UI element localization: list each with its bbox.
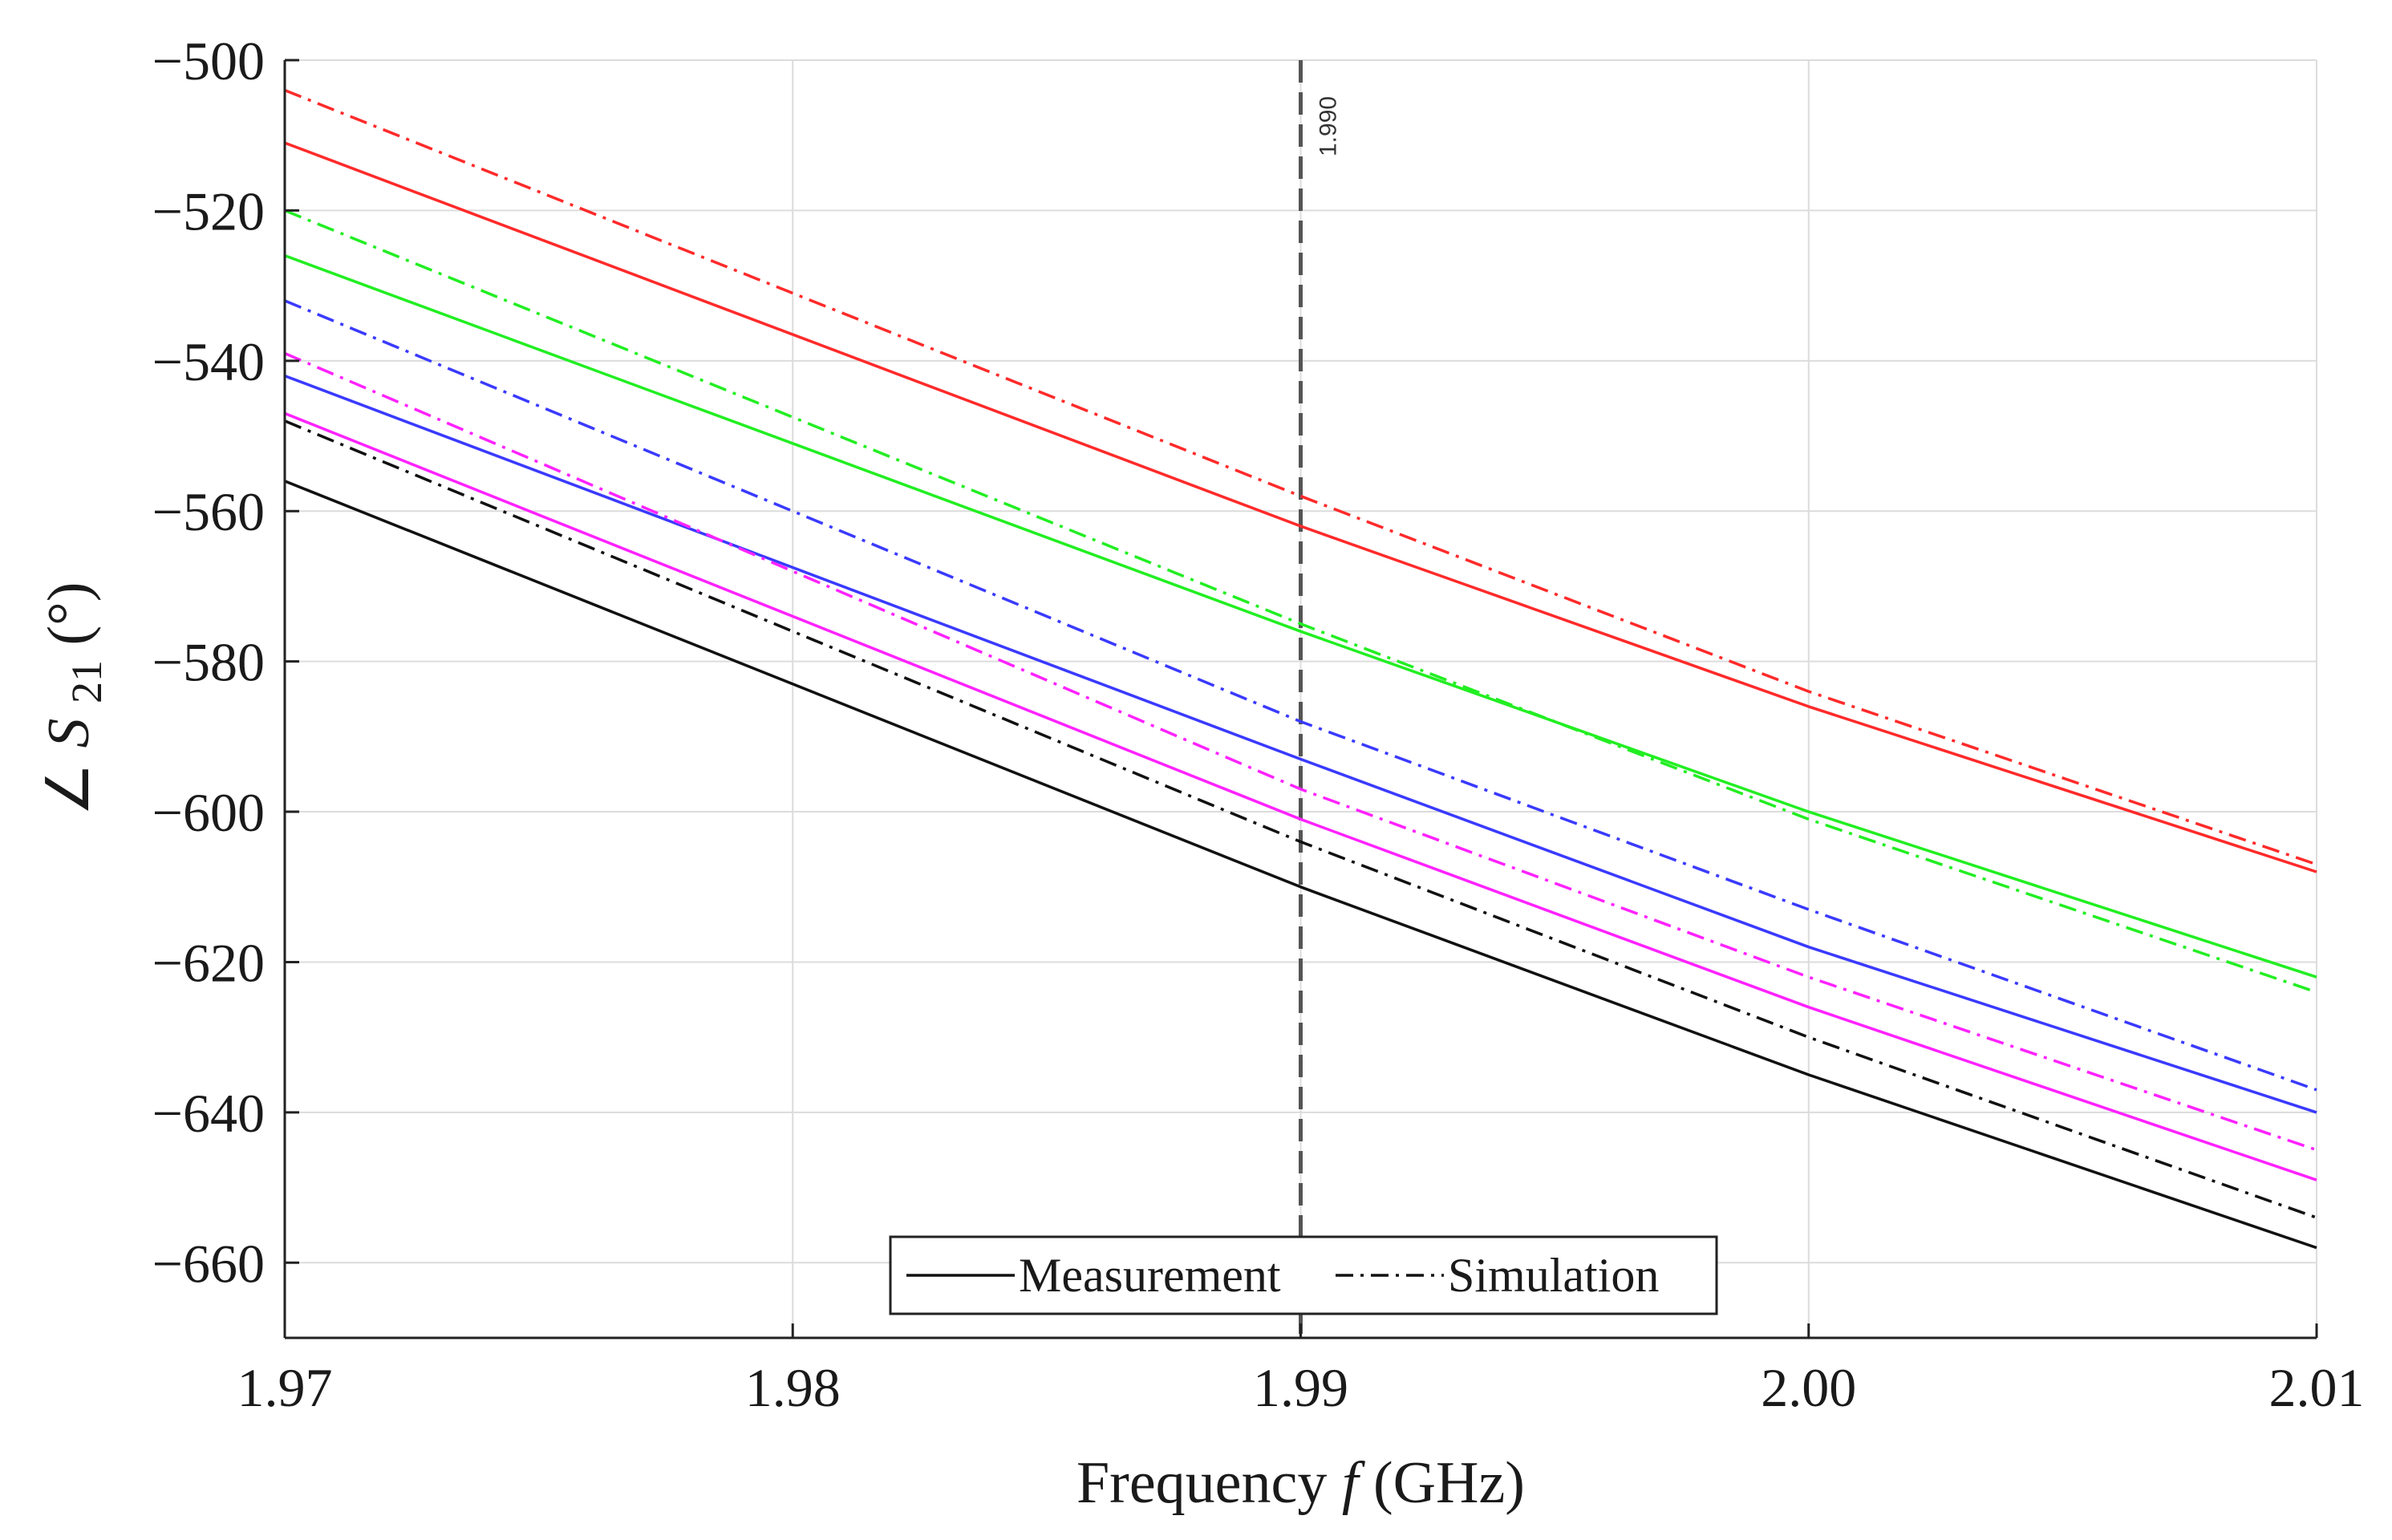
marker-line-group: 1.990 (1299, 60, 1342, 1338)
y-axis-unit: (°) (36, 582, 102, 646)
series-line (284, 480, 2317, 1250)
y-axis-angle-symbol: ∠ (36, 763, 102, 816)
x-axis-title-unit: (GHz) (1373, 1450, 1525, 1516)
x-tick-label: 2.01 (2269, 1357, 2365, 1418)
y-tick-label: −520 (152, 180, 265, 241)
y-tick-label: −560 (152, 481, 265, 542)
y-axis-var: S (36, 719, 102, 748)
legend-label: Measurement (1019, 1249, 1281, 1302)
series-line (284, 209, 2317, 994)
axes (283, 59, 2318, 1339)
legend: Measurement Simulation (889, 1235, 1718, 1315)
series-line (284, 411, 2317, 1181)
y-axis-subscript: 21 (63, 660, 111, 703)
series-line (284, 419, 2317, 1219)
legend-box (889, 1235, 1718, 1315)
series-line (284, 351, 2317, 1152)
marker-line-label: 1.990 (1316, 96, 1342, 156)
x-tick-label: 1.99 (1253, 1357, 1348, 1418)
legend-label: Simulation (1448, 1249, 1659, 1302)
x-axis-title-var: f (1342, 1450, 1366, 1516)
y-tick-label: −580 (152, 632, 265, 693)
y-tick-label: −640 (152, 1083, 265, 1144)
series-line (284, 141, 2317, 873)
x-axis-title-text: Frequency (1076, 1450, 1327, 1516)
y-axis-title: ∠ S 21 (°) (36, 582, 115, 817)
y-tick-label: −600 (152, 782, 265, 843)
x-tick-label: 1.98 (745, 1357, 841, 1418)
x-tick-label: 2.00 (1761, 1357, 1856, 1418)
series-line (284, 88, 2317, 866)
tick-labels: 1.97 1.98 1.99 2.00 2.01 −500 −520 −540 −560 −580… (152, 30, 2365, 1418)
x-tick-label: 1.97 (237, 1357, 333, 1418)
x-axis-title: Frequency f (GHz) (1076, 1450, 1525, 1516)
y-tick-label: −660 (152, 1233, 265, 1294)
series-line (284, 299, 2317, 1092)
y-tick-label: −500 (152, 30, 265, 91)
series-line (284, 374, 2317, 1114)
y-tick-label: −540 (152, 331, 265, 392)
series-group (284, 88, 2317, 1250)
y-tick-label: −620 (152, 932, 265, 993)
